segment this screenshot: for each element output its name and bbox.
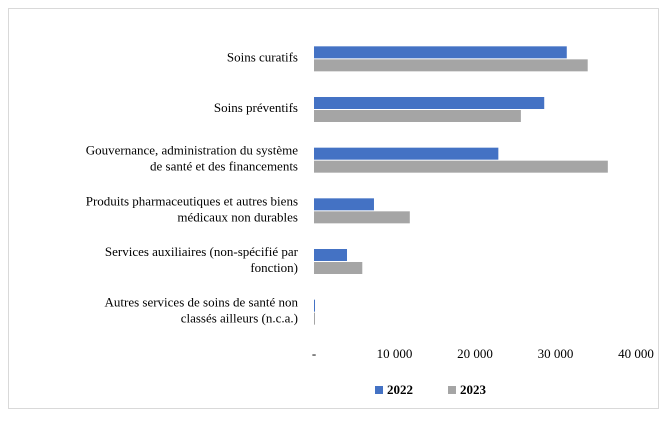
- legend-swatch: [448, 386, 456, 394]
- y-tick-label: Soins curatifs: [227, 49, 298, 64]
- x-tick-label: 30 000: [538, 346, 574, 361]
- y-tick-label: Services auxiliaires (non-spécifié par fo…: [105, 244, 299, 275]
- x-tick-label: -: [312, 346, 316, 361]
- bar: [314, 312, 315, 325]
- x-tick-label: 10 000: [377, 346, 413, 361]
- bar: [314, 46, 567, 59]
- bar: [314, 97, 545, 109]
- bar: [314, 59, 588, 72]
- bar: [314, 110, 521, 122]
- legend-label: 2023: [460, 382, 487, 397]
- legend-label: 2022: [387, 382, 413, 397]
- legend-swatch: [375, 386, 383, 394]
- bar: [314, 198, 374, 211]
- bar: [314, 262, 363, 274]
- bar: [314, 299, 315, 312]
- bar: [314, 147, 499, 160]
- y-tick-label: Soins préventifs: [214, 100, 298, 115]
- y-tick-label: Gouvernance, administration du système de…: [86, 143, 299, 174]
- bar: [314, 249, 348, 261]
- y-tick-label: Autres services de soins de santé non cla…: [104, 295, 298, 326]
- x-tick-label: 20 000: [457, 346, 493, 361]
- y-tick-label: Produits pharmaceutiques et autres biens…: [86, 193, 298, 224]
- bar: [314, 160, 608, 173]
- bar: [314, 211, 410, 224]
- x-tick-label: 40 000: [618, 346, 654, 361]
